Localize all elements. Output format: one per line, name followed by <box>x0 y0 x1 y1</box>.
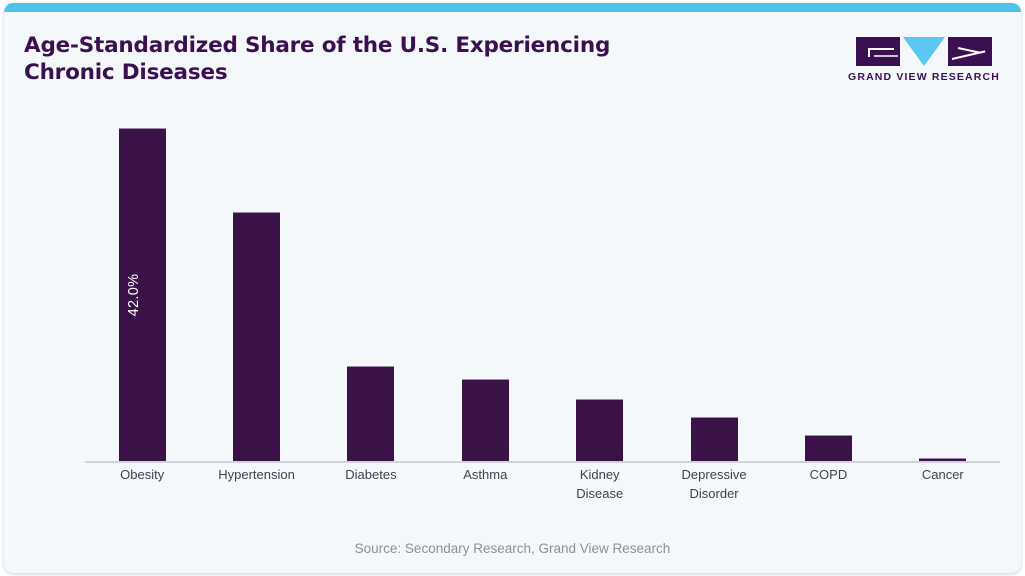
page-title-line-1: Age-Standardized Share of the U.S. Exper… <box>24 33 611 58</box>
bar[interactable]: 5.6% <box>690 417 738 462</box>
x-axis-label: COPD <box>771 465 885 503</box>
page-title: Age-Standardized Share of the U.S. Exper… <box>24 32 724 86</box>
x-axis-label-line: Obesity <box>120 467 165 482</box>
x-axis-label-line: Cancer <box>921 467 964 482</box>
bar-band: 3.4% <box>771 104 885 462</box>
x-axis-label: Depressive Disorder <box>657 465 771 503</box>
bar[interactable]: 7.9% <box>576 399 624 462</box>
logo-wordmark: GRAND VIEW RESEARCH <box>848 71 1000 83</box>
bar-band: 5.6% <box>657 104 771 462</box>
bar[interactable]: 3.4% <box>804 434 852 462</box>
bar[interactable]: 31.4% <box>233 212 281 462</box>
bar[interactable]: 10.4% <box>461 379 509 462</box>
x-axis-label: Obesity <box>85 465 199 503</box>
bar-series: 42.0% 31.4% 12.1% 10.4% 7.9% 5.6% 3.4% 0.5% <box>85 104 1000 462</box>
x-axis-label-line: Disorder <box>689 486 739 501</box>
bar[interactable]: 42.0% <box>118 127 166 462</box>
bar-band: 31.4% <box>199 104 313 462</box>
logo-g-mark-icon <box>856 37 900 66</box>
x-axis-label-line: Depressive <box>681 467 747 482</box>
top-accent-bar <box>4 3 1021 12</box>
x-axis-line <box>85 461 1000 463</box>
logo-r-mark-icon <box>948 37 992 66</box>
x-axis-label-line: Kidney <box>579 467 620 482</box>
brand-logo: GRAND VIEW RESEARCH <box>848 32 1000 90</box>
plot-area: 42.0% 31.4% 12.1% 10.4% 7.9% 5.6% 3.4% 0.5% <box>85 104 1000 462</box>
x-axis-labels: Obesity Hypertension Diabetes Asthma Kidney D… <box>85 465 1000 503</box>
chart-card: Age-Standardized Share of the U.S. Exper… <box>4 3 1021 573</box>
x-axis-label-line: Asthma <box>463 467 508 482</box>
x-axis-label-line: Diabetes <box>345 467 397 482</box>
bar-value-label: 42.0% <box>126 274 143 317</box>
bar[interactable]: 12.1% <box>347 365 395 462</box>
bar-band: 10.4% <box>428 104 542 462</box>
source-note: Source: Secondary Research, Grand View R… <box>354 541 671 556</box>
x-axis-label-line: Disease <box>576 486 624 501</box>
bar-chart: 42.0% 31.4% 12.1% 10.4% 7.9% 5.6% 3.4% 0.5% Obe… <box>4 104 1021 529</box>
x-axis-label: Diabetes <box>314 465 428 503</box>
bar-band: 0.5% <box>886 104 1000 462</box>
page-title-line-2: Chronic Diseases <box>24 60 228 85</box>
x-axis-label: Asthma <box>428 465 542 503</box>
bar-band: 7.9% <box>543 104 657 462</box>
bar-band: 12.1% <box>314 104 428 462</box>
x-axis-label: Cancer <box>886 465 1000 503</box>
bar[interactable]: 0.5% <box>919 458 967 462</box>
x-axis-label-line: COPD <box>809 467 848 482</box>
x-axis-label: Kidney Disease <box>543 465 657 503</box>
x-axis-label-line: Hypertension <box>218 467 295 482</box>
logo-marks <box>848 32 1000 69</box>
chart-header: Age-Standardized Share of the U.S. Exper… <box>4 12 1021 104</box>
x-axis-label: Hypertension <box>199 465 313 503</box>
bar-band: 42.0% <box>85 104 199 462</box>
logo-v-triangle-icon <box>903 37 945 66</box>
